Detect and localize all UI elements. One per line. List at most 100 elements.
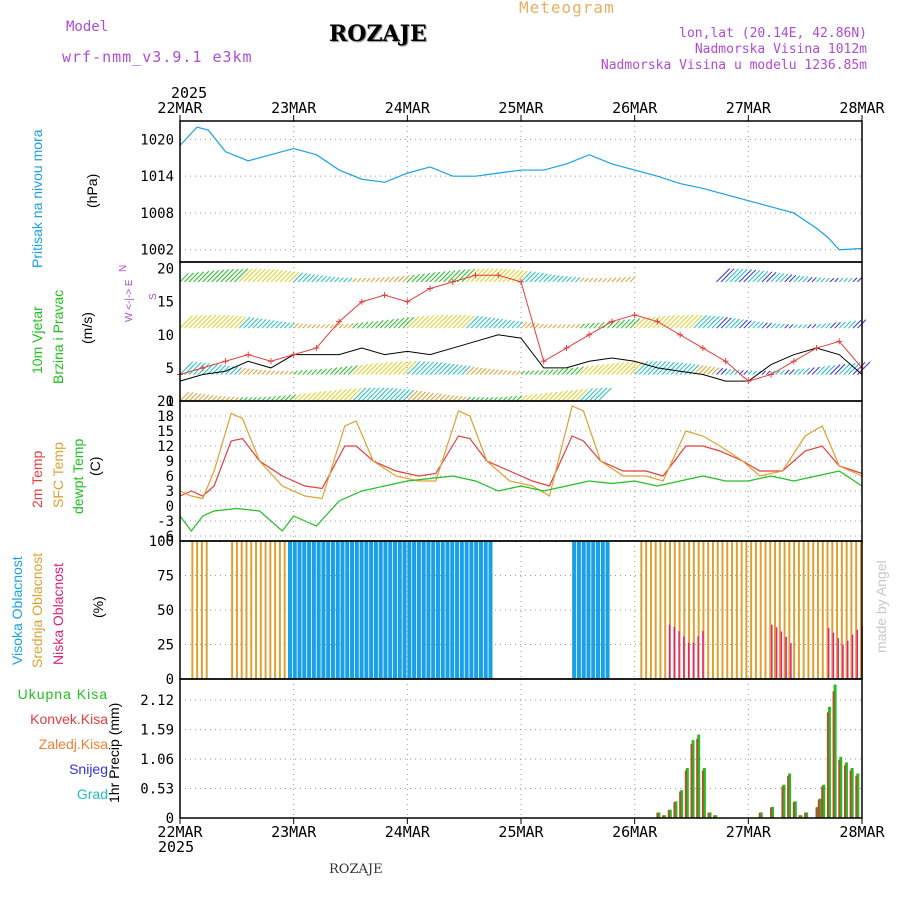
wind-barb <box>597 277 603 283</box>
wind-barb <box>520 322 528 329</box>
wind-barb <box>525 394 533 402</box>
wind-barb <box>848 362 861 375</box>
wind-barb <box>538 323 544 329</box>
wind-barb <box>579 388 593 402</box>
low-cloud-bar <box>851 634 854 679</box>
top-x-label: 27MAR <box>726 99 772 117</box>
cloud-tick-label: 100 <box>149 534 174 550</box>
wind-barb <box>479 317 492 329</box>
precip-total-bar <box>856 773 860 818</box>
mid-cloud-bar <box>821 541 824 679</box>
wind-barb <box>343 365 353 375</box>
wind-barb <box>366 277 371 283</box>
wind-barb <box>593 322 600 329</box>
mid-cloud-bar <box>797 541 800 679</box>
pressure-line <box>179 126 863 251</box>
precip-total-bar <box>708 812 712 818</box>
wind-barb <box>843 362 856 375</box>
wind-barb <box>797 324 803 329</box>
cloud-tick-label: 0 <box>166 672 174 688</box>
precip-conv-bar <box>843 765 846 818</box>
wind-barb <box>507 396 513 402</box>
wind-tick-label: 0 <box>166 394 174 410</box>
precip-total-bar <box>782 784 786 818</box>
high-cloud-bar <box>576 541 581 679</box>
wind-barb <box>356 277 362 283</box>
precip-total-bar <box>685 767 689 818</box>
precip-total-bar <box>818 798 822 818</box>
mid-cloud-bar <box>264 541 267 679</box>
legend-graupel: Grad <box>76 786 108 802</box>
wind-barb <box>547 274 556 283</box>
wind-barb <box>416 391 427 402</box>
wind-barb <box>188 362 202 375</box>
wind-barb <box>275 321 283 329</box>
mid-cloud-bar <box>759 541 762 679</box>
temp-tick-label: 6 <box>166 469 174 485</box>
precip-tick-label: 1.06 <box>140 752 174 768</box>
legend-total: Ukupna Kisa <box>17 686 108 702</box>
wind-barb <box>838 277 844 283</box>
wind-barb <box>552 368 559 375</box>
wind-barb <box>261 269 275 283</box>
wind-barb <box>366 387 380 402</box>
wind-barb <box>470 366 479 375</box>
wind-barb <box>306 369 313 375</box>
wind-barb <box>193 314 208 329</box>
wind-barb <box>243 268 258 283</box>
wind-barb <box>302 273 312 283</box>
wind-barb <box>807 276 813 283</box>
low-cloud-bar <box>790 643 792 679</box>
top-x-label: 24MAR <box>385 99 431 117</box>
wind-barb <box>184 315 198 329</box>
model-label: Model <box>66 19 109 35</box>
wind-barb <box>529 272 540 283</box>
year-bottom: 2025 <box>158 838 195 856</box>
precip-total-bar <box>793 801 797 818</box>
wind-barb <box>575 323 580 329</box>
mid-cloud-bar <box>649 541 652 679</box>
wind-barb <box>188 392 198 402</box>
mid-cloud-bar <box>645 541 648 679</box>
wind-barb <box>411 273 420 283</box>
wind-barb <box>256 268 271 283</box>
wind-barb <box>275 270 288 283</box>
wind-barb <box>288 271 300 283</box>
low-cloud-bar <box>842 644 844 679</box>
mid-cloud-bar <box>200 541 203 679</box>
legend-conv: Konvek.Kisa <box>30 711 108 727</box>
wind-barb <box>402 360 417 375</box>
precip-total-bar <box>674 801 678 818</box>
temp-tick-label: -3 <box>157 514 174 530</box>
wind-barb <box>466 315 479 329</box>
wind-barb <box>352 277 357 283</box>
wind-barb <box>347 365 358 375</box>
wind-barb <box>520 370 525 375</box>
high-cloud-bar <box>440 541 445 679</box>
wind-barb <box>284 271 296 283</box>
top-x-label: 26MAR <box>612 99 658 117</box>
wind-barb <box>429 362 443 375</box>
wind-barb <box>579 277 585 283</box>
wind-barb <box>593 277 598 283</box>
wind-barb <box>848 277 853 283</box>
high-cloud-bar <box>345 541 350 679</box>
wind-barb <box>293 323 299 329</box>
precip-conv-bar <box>781 786 784 818</box>
wind-gust-marker <box>768 371 775 378</box>
wind-barb <box>711 316 724 329</box>
wind-gust-marker <box>654 318 661 325</box>
wind-barb <box>225 315 239 329</box>
wind-barb <box>425 314 439 329</box>
wind-barb <box>352 322 359 329</box>
wind-barb <box>411 361 426 375</box>
wind-barb <box>697 365 708 375</box>
wind-tick-label: 5 <box>166 361 174 377</box>
mid-cloud-bar <box>683 541 686 679</box>
wind-barb <box>679 363 692 375</box>
top-x-label: 25MAR <box>498 99 544 117</box>
wind-barb <box>238 367 246 375</box>
wind-barb <box>775 370 781 375</box>
wind-barb <box>179 315 193 329</box>
wind-gust-marker <box>518 278 524 285</box>
